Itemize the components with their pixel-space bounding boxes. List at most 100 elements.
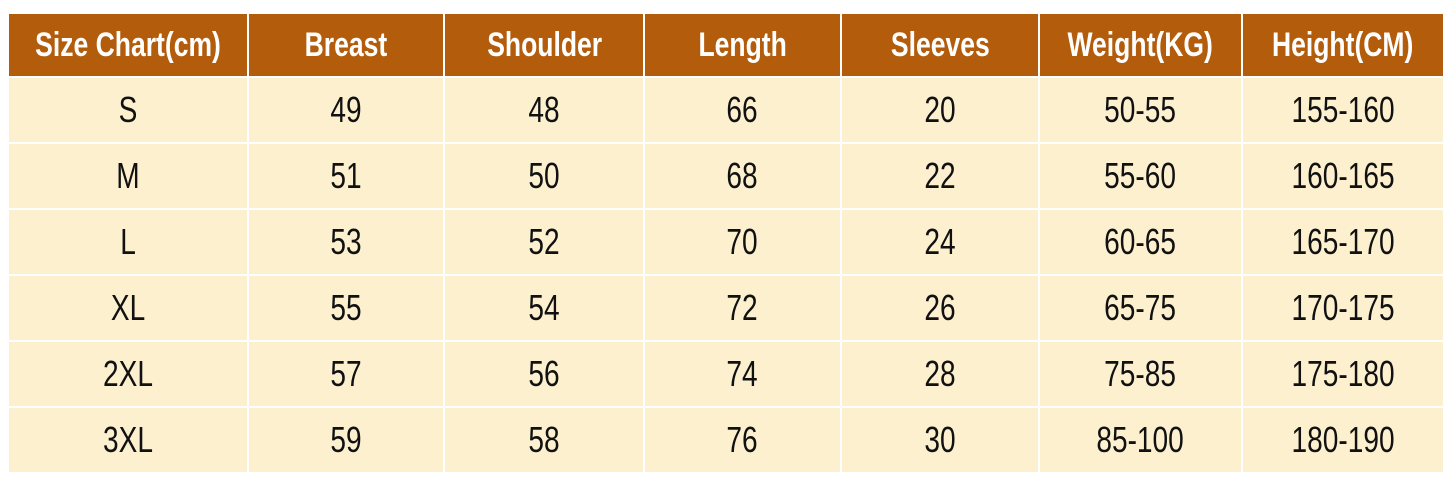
table-cell: 180-190 xyxy=(1242,408,1443,472)
table-cell: 165-170 xyxy=(1242,210,1443,274)
cell-value: 50-55 xyxy=(1104,89,1177,130)
table-cell: 20 xyxy=(841,78,1038,142)
table-cell: 60-65 xyxy=(1039,210,1241,274)
column-header: Height(CM) xyxy=(1242,14,1443,76)
table-cell: 22 xyxy=(841,144,1038,208)
cell-value: 20 xyxy=(924,89,956,130)
cell-value: 26 xyxy=(924,287,956,328)
table-cell: 160-165 xyxy=(1242,144,1443,208)
table-row: S 49 48 66 20 50-55 155-160 xyxy=(9,78,1443,142)
column-header-label: Breast xyxy=(304,25,388,64)
cell-value: 65-75 xyxy=(1104,287,1177,328)
cell-value: 52 xyxy=(528,221,560,262)
cell-value: M xyxy=(116,155,140,196)
table-cell: 24 xyxy=(841,210,1038,274)
size-chart-table: Size Chart(cm) Breast Shoulder Length Sleeve… xyxy=(7,12,1445,474)
column-header-label: Height(CM) xyxy=(1272,25,1414,64)
table-row: XL 55 54 72 26 65-75 170-175 xyxy=(9,276,1443,340)
table-cell: 57 xyxy=(249,342,444,406)
table-row: 3XL 59 58 76 30 85-100 180-190 xyxy=(9,408,1443,472)
cell-value: 70 xyxy=(726,221,759,262)
cell-value: 49 xyxy=(330,89,362,130)
table-cell: M xyxy=(9,144,248,208)
table-cell: 59 xyxy=(249,408,444,472)
column-header: Shoulder xyxy=(445,14,643,76)
table-cell: 75-85 xyxy=(1039,342,1241,406)
table-cell: 155-160 xyxy=(1242,78,1443,142)
column-header: Sleeves xyxy=(841,14,1038,76)
cell-value: XL xyxy=(110,287,146,328)
table-cell: 55-60 xyxy=(1039,144,1241,208)
table-cell: S xyxy=(9,78,248,142)
cell-value: 170-175 xyxy=(1291,287,1395,328)
cell-value: 28 xyxy=(924,353,956,394)
cell-value: 53 xyxy=(330,221,362,262)
cell-value: 75-85 xyxy=(1104,353,1177,394)
table-cell: 30 xyxy=(841,408,1038,472)
header-row: Size Chart(cm) Breast Shoulder Length Sleeve… xyxy=(9,14,1443,76)
cell-value: 24 xyxy=(924,221,956,262)
cell-value: 55-60 xyxy=(1104,155,1177,196)
cell-value: S xyxy=(118,89,138,130)
cell-value: 22 xyxy=(924,155,956,196)
column-header: Weight(KG) xyxy=(1039,14,1241,76)
column-header: Length xyxy=(645,14,840,76)
cell-value: L xyxy=(120,221,136,262)
table-cell: 51 xyxy=(249,144,444,208)
cell-value: 56 xyxy=(528,353,560,394)
cell-value: 2XL xyxy=(103,353,154,394)
cell-value: 50 xyxy=(528,155,560,196)
table-cell: 55 xyxy=(249,276,444,340)
table-cell: 170-175 xyxy=(1242,276,1443,340)
cell-value: 55 xyxy=(330,287,362,328)
cell-value: 48 xyxy=(528,89,560,130)
table-cell: 3XL xyxy=(9,408,248,472)
table-cell: 175-180 xyxy=(1242,342,1443,406)
cell-value: 57 xyxy=(330,353,362,394)
cell-value: 54 xyxy=(528,287,560,328)
table-cell: 48 xyxy=(445,78,643,142)
cell-value: 76 xyxy=(726,419,759,460)
cell-value: 165-170 xyxy=(1291,221,1395,262)
table-cell: 52 xyxy=(445,210,643,274)
cell-value: 58 xyxy=(528,419,560,460)
table-cell: 26 xyxy=(841,276,1038,340)
cell-value: 3XL xyxy=(103,419,154,460)
cell-value: 59 xyxy=(330,419,362,460)
table-row: L 53 52 70 24 60-65 165-170 xyxy=(9,210,1443,274)
table-cell: 50 xyxy=(445,144,643,208)
cell-value: 85-100 xyxy=(1096,419,1184,460)
column-header-label: Weight(KG) xyxy=(1067,25,1213,64)
table-cell: 72 xyxy=(645,276,840,340)
cell-value: 51 xyxy=(330,155,362,196)
table-cell: 68 xyxy=(645,144,840,208)
table-cell: XL xyxy=(9,276,248,340)
cell-value: 68 xyxy=(726,155,759,196)
cell-value: 30 xyxy=(924,419,956,460)
table-cell: 50-55 xyxy=(1039,78,1241,142)
cell-value: 74 xyxy=(726,353,759,394)
cell-value: 72 xyxy=(726,287,759,328)
table-cell: 49 xyxy=(249,78,444,142)
table-cell: 65-75 xyxy=(1039,276,1241,340)
column-header-label: Size Chart(cm) xyxy=(35,25,221,64)
table-cell: 53 xyxy=(249,210,444,274)
cell-value: 155-160 xyxy=(1291,89,1395,130)
column-header: Size Chart(cm) xyxy=(9,14,248,76)
column-header: Breast xyxy=(249,14,444,76)
table-cell: 76 xyxy=(645,408,840,472)
table-cell: 2XL xyxy=(9,342,248,406)
cell-value: 160-165 xyxy=(1291,155,1395,196)
table-cell: 58 xyxy=(445,408,643,472)
table-cell: L xyxy=(9,210,248,274)
cell-value: 60-65 xyxy=(1104,221,1177,262)
table-cell: 85-100 xyxy=(1039,408,1241,472)
table-row: 2XL 57 56 74 28 75-85 175-180 xyxy=(9,342,1443,406)
table-cell: 56 xyxy=(445,342,643,406)
column-header-label: Shoulder xyxy=(486,25,602,64)
cell-value: 175-180 xyxy=(1291,353,1395,394)
table-cell: 66 xyxy=(645,78,840,142)
column-header-label: Sleeves xyxy=(890,25,990,64)
table-cell: 74 xyxy=(645,342,840,406)
table-cell: 28 xyxy=(841,342,1038,406)
